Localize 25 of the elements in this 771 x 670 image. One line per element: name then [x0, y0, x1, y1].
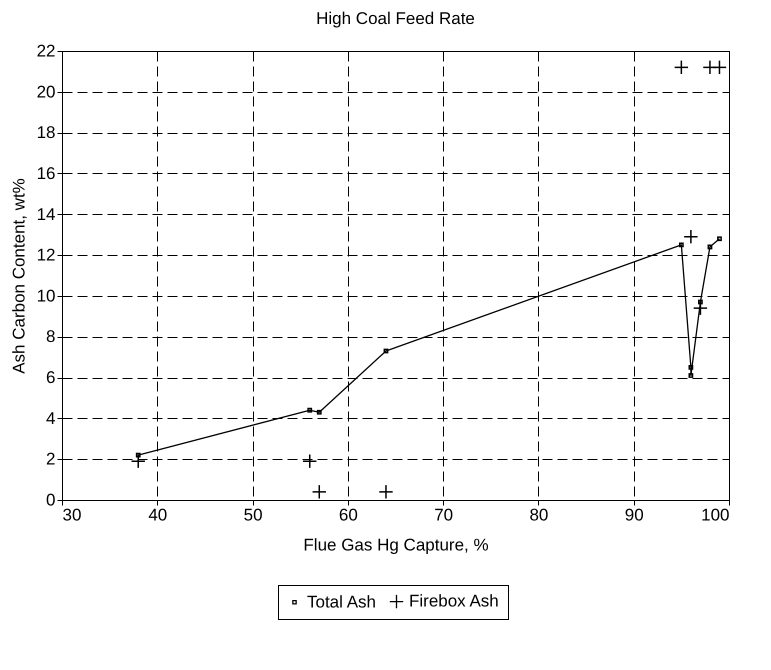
y-tick-label: 16 [36, 164, 56, 183]
legend-label: Total Ash [307, 592, 376, 612]
x-tick-label: 90 [624, 506, 644, 524]
y-tick-label: 4 [46, 408, 56, 428]
y-tick-label: 12 [36, 246, 56, 265]
y-tick-label: 10 [36, 286, 56, 306]
y-tick-label: 0 [46, 490, 56, 510]
x-tick-label: 80 [529, 506, 548, 524]
x-tick-label: 30 [62, 506, 82, 524]
x-tick-label: 50 [244, 506, 263, 524]
x-tick-label: 70 [434, 506, 454, 524]
y-tick-label: 18 [36, 123, 56, 142]
x-tick-label: 40 [148, 506, 168, 524]
y-tick-label: 2 [46, 450, 56, 469]
y-tick-label: 8 [46, 327, 56, 346]
chart-title: High Coal Feed Rate [316, 9, 475, 28]
y-tick-label: 20 [36, 82, 56, 102]
legend-label: Firebox Ash [409, 592, 499, 611]
y-tick-label: 6 [46, 368, 56, 388]
y-tick-label: 14 [36, 204, 56, 224]
x-axis-title: Flue Gas Hg Capture, % [303, 536, 489, 554]
y-axis-title: Ash Carbon Content, wt% [10, 178, 29, 374]
y-tick-label: 22 [36, 42, 56, 60]
x-tick-label: 60 [338, 506, 358, 524]
x-tick-label: 100 [701, 506, 730, 524]
